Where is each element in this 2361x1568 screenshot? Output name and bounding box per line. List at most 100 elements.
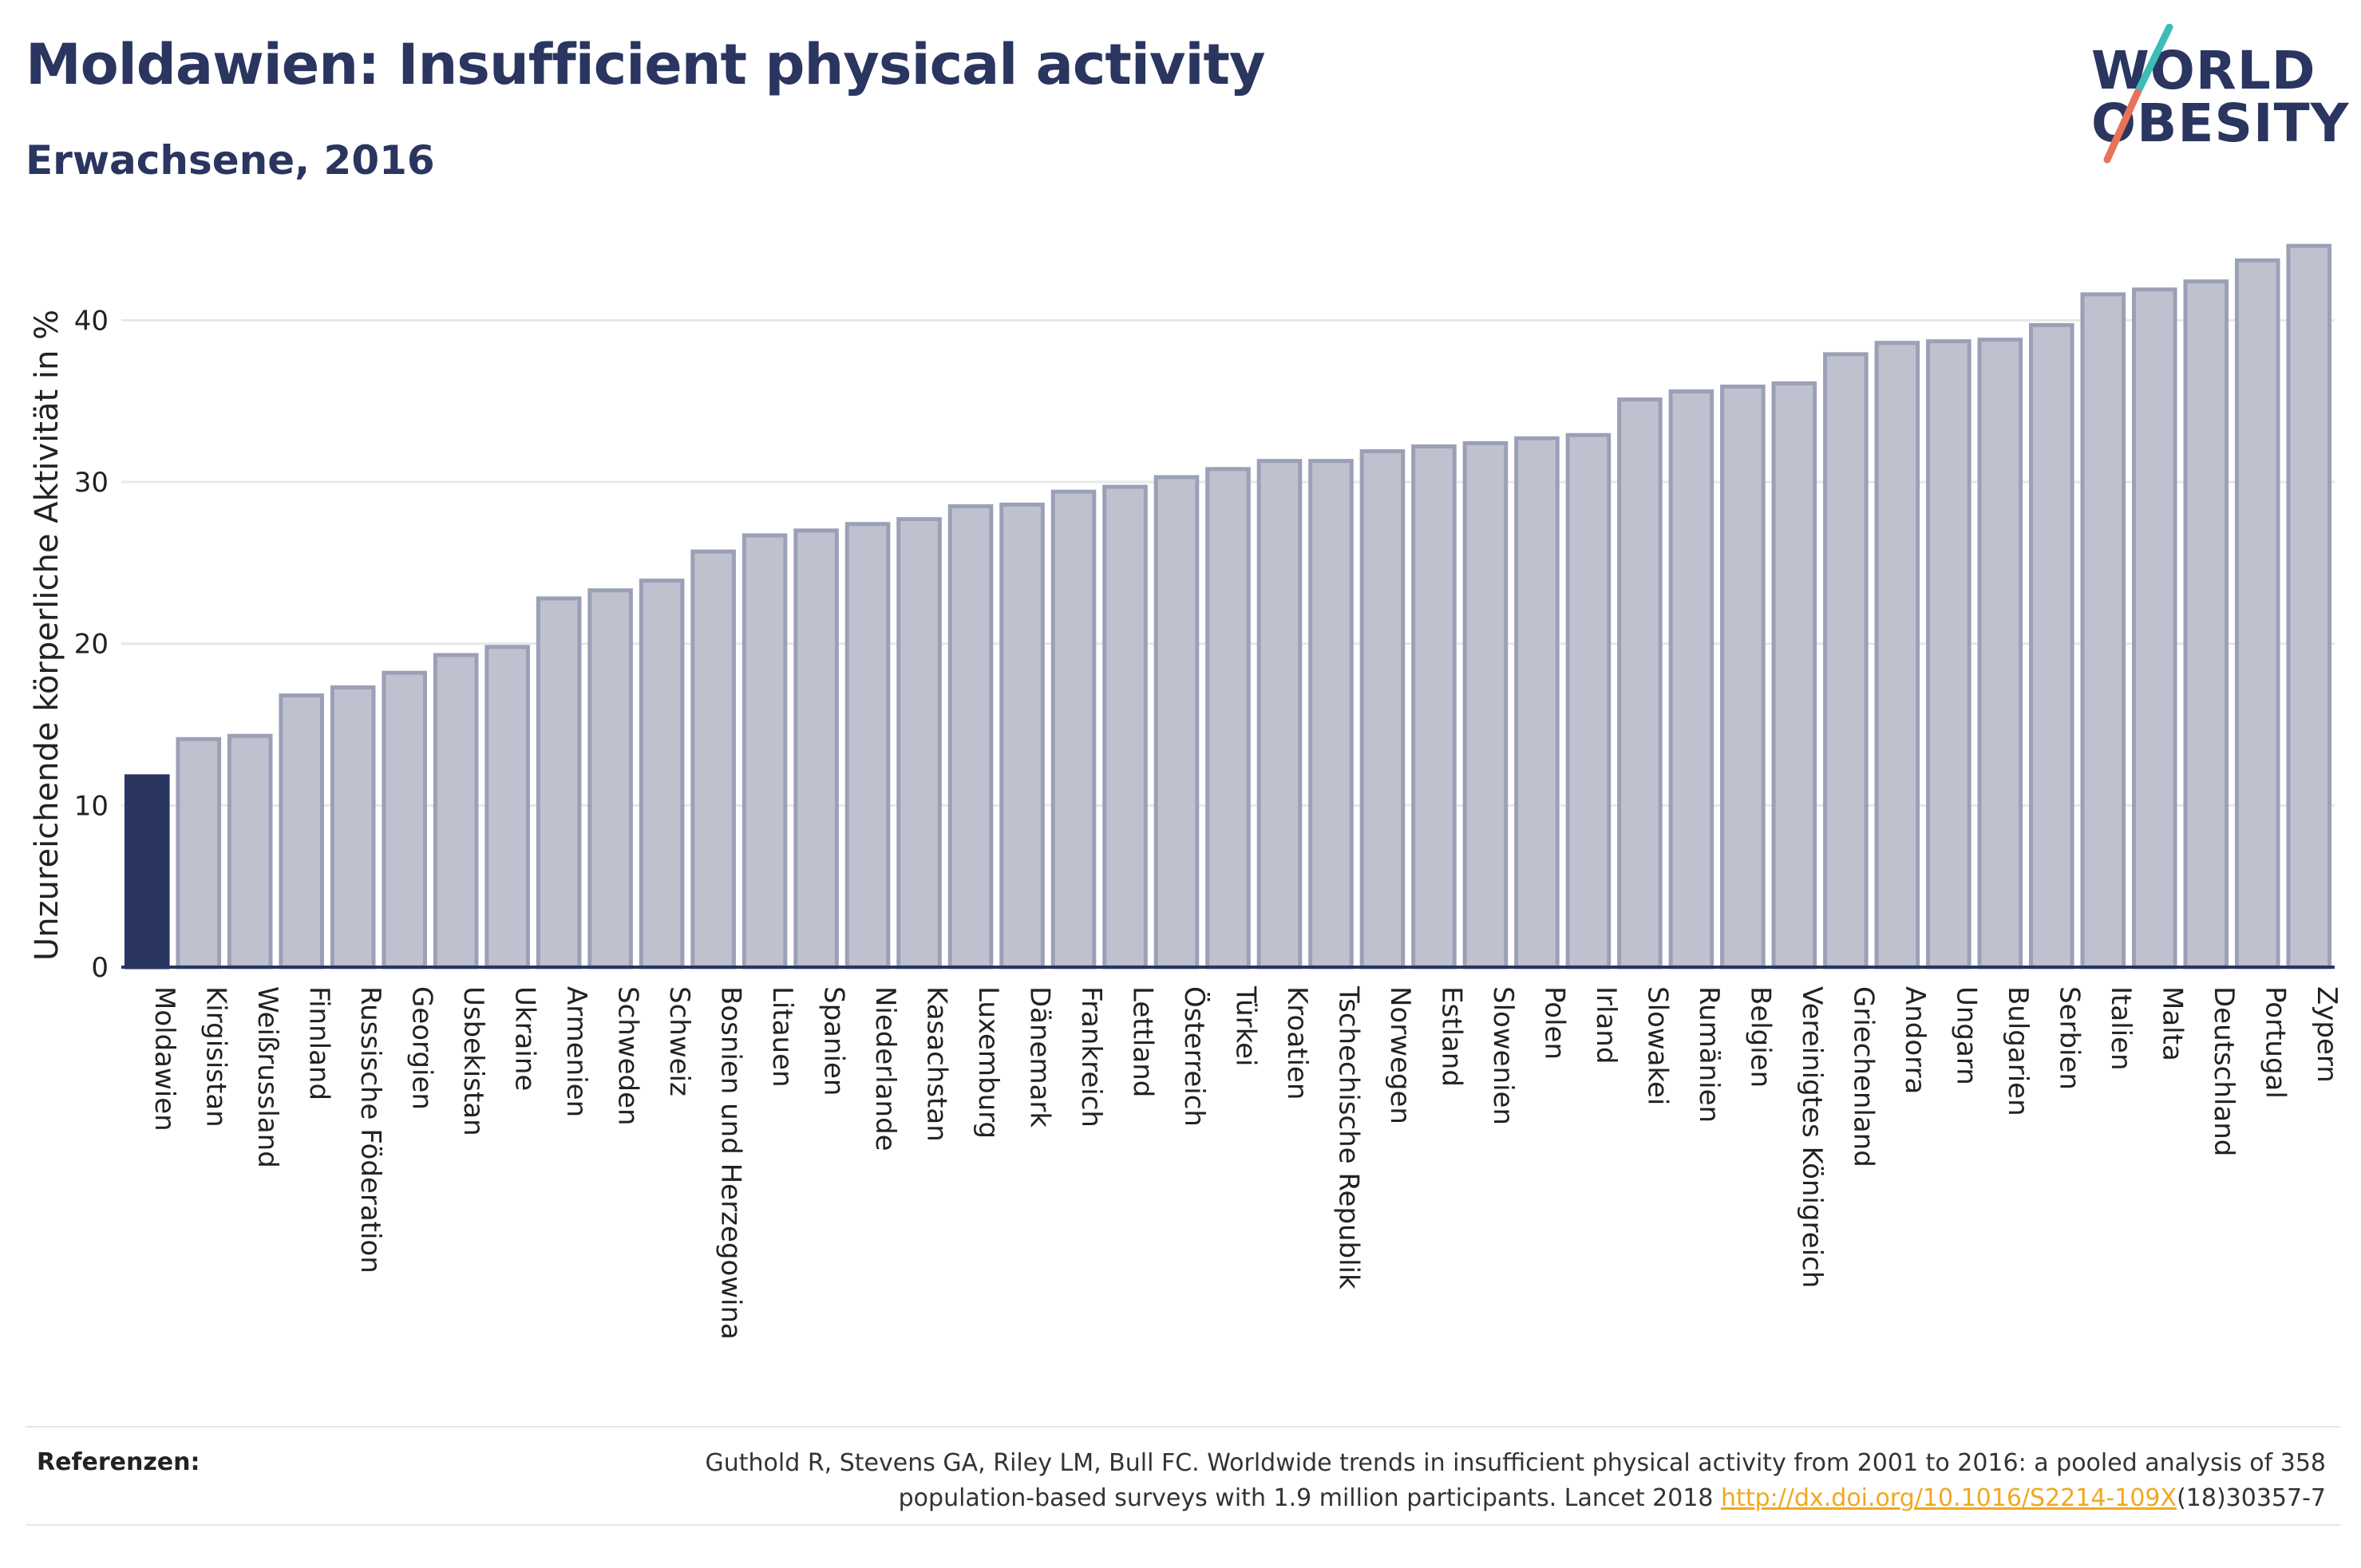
x-tick-label: Litauen xyxy=(766,986,798,1088)
bar-malta xyxy=(2131,287,2177,970)
x-tick-label: Slowenien xyxy=(1487,986,1519,1125)
references-text: Guthold R, Stevens GA, Riley LM, Bull FC… xyxy=(490,1446,2326,1516)
x-tick-label: Kasachstan xyxy=(921,986,953,1142)
reference-line-2-suffix: (18)30357-7 xyxy=(2177,1484,2326,1512)
bar-slowakei xyxy=(1617,397,1663,970)
x-tick-label: Bosnien und Herzegowina xyxy=(715,986,747,1340)
bar-niederlande xyxy=(844,522,891,970)
footer-divider-top xyxy=(26,1426,2340,1428)
x-tick-label: Dänemark xyxy=(1024,986,1056,1128)
bar-moldawien xyxy=(124,774,170,970)
bar-kroatien xyxy=(1256,459,1303,970)
bar-kirgisistan xyxy=(176,737,222,970)
bar-dänemark xyxy=(999,502,1045,970)
bar-belgien xyxy=(1720,384,1766,970)
x-tick-label: Deutschland xyxy=(2208,986,2240,1156)
x-tick-label: Slowakei xyxy=(1641,986,1673,1105)
bar-luxemburg xyxy=(947,504,994,970)
x-tick-label: Malta xyxy=(2156,986,2188,1061)
footer-divider-bottom xyxy=(26,1524,2340,1526)
x-tick-label: Spanien xyxy=(818,986,850,1096)
bar-georgien xyxy=(382,670,427,970)
x-tick-label: Moldawien xyxy=(148,986,180,1132)
bar-weißrussland xyxy=(227,733,273,970)
x-tick-label: Portugal xyxy=(2259,986,2291,1099)
bar-rumänien xyxy=(1668,389,1714,970)
bar-andorra xyxy=(1874,341,1920,970)
reference-line-1: Guthold R, Stevens GA, Riley LM, Bull FC… xyxy=(705,1449,2326,1477)
reference-line-2-prefix: population-based surveys with 1.9 millio… xyxy=(898,1484,1722,1512)
bar-norwegen xyxy=(1359,448,1406,970)
bar-frankreich xyxy=(1050,489,1097,970)
bar-slowenien xyxy=(1462,440,1509,970)
logo-word-world: WORLD xyxy=(2091,40,2316,101)
bar-ukraine xyxy=(484,645,530,970)
x-tick-label: Russische Föderation xyxy=(354,986,386,1274)
x-tick-label: Ukraine xyxy=(509,986,541,1091)
x-tick-label: Vereinigtes Königreich xyxy=(1796,986,1828,1288)
bar-österreich xyxy=(1153,475,1200,970)
y-tick-label: 10 xyxy=(74,790,109,822)
bar-lettland xyxy=(1102,484,1148,970)
bar-deutschland xyxy=(2183,279,2229,970)
x-tick-label: Estland xyxy=(1435,986,1467,1087)
x-tick-label: Armenien xyxy=(560,986,592,1117)
bar-kasachstan xyxy=(896,517,942,970)
bar-tschechische-republik xyxy=(1308,459,1354,970)
logo-slash-icon xyxy=(2103,24,2173,164)
x-tick-label: Kirgisistan xyxy=(200,986,232,1128)
world-obesity-logo: WORLD OBESITY xyxy=(2083,24,2348,168)
bar-griechenland xyxy=(1823,352,1869,970)
x-tick-label: Bulgarien xyxy=(2002,986,2034,1116)
bar-irland xyxy=(1565,432,1612,970)
x-tick-label: Schweiz xyxy=(663,986,695,1096)
x-tick-label: Türkei xyxy=(1230,985,1262,1066)
bar-chart: 0 10 20 30 40 Moldawien Kirgisistan Weißrusslan… xyxy=(29,243,2343,1340)
bar-serbien xyxy=(2029,322,2074,970)
x-tick-label: Niederlande xyxy=(869,986,901,1151)
x-tick-label: Lettland xyxy=(1127,986,1159,1097)
x-tick-label: Tschechische Republik xyxy=(1332,985,1364,1290)
bar-bulgarien xyxy=(1977,338,2023,970)
x-tick-label: Schweden xyxy=(612,986,644,1126)
reference-doi-link[interactable]: http://dx.doi.org/10.1016/S2214-109X xyxy=(1721,1484,2177,1512)
bar-armenien xyxy=(536,596,582,970)
x-tick-label: Polen xyxy=(1538,986,1570,1060)
x-tick-label: Zypern xyxy=(2311,986,2343,1083)
x-tick-label: Norwegen xyxy=(1384,986,1416,1124)
x-tick-label: Georgien xyxy=(406,986,438,1110)
bar-usbekistan xyxy=(433,653,479,970)
x-tick-label: Ungarn xyxy=(1950,986,1982,1085)
bar-türkei xyxy=(1205,467,1251,970)
x-tick-label: Serbien xyxy=(2053,986,2085,1090)
x-tick-label: Weißrussland xyxy=(251,986,283,1168)
y-tick-label: 40 xyxy=(74,305,109,337)
bar-zypern xyxy=(2286,243,2332,970)
bar-finnland xyxy=(279,693,325,970)
x-tick-label: Usbekistan xyxy=(457,986,489,1136)
y-tick-label: 30 xyxy=(74,467,109,499)
chart-subtitle: Erwachsene, 2016 xyxy=(26,137,435,184)
x-tick-label: Italien xyxy=(2105,986,2137,1071)
bar-vereinigtes-königreich xyxy=(1771,381,1817,970)
x-tick-label: Luxemburg xyxy=(972,986,1004,1139)
bar-russische-föderation xyxy=(330,685,376,970)
bar-schweiz xyxy=(639,579,685,970)
chart-title: Moldawien: Insufficient physical activit… xyxy=(26,32,1266,97)
bar-italien xyxy=(2080,292,2126,970)
x-tick-label: Andorra xyxy=(1899,986,1931,1094)
bar-spanien xyxy=(793,528,839,970)
bar-litauen xyxy=(742,533,788,970)
x-tick-label: Rumänien xyxy=(1693,986,1725,1123)
x-tick-label: Österreich xyxy=(1178,986,1211,1127)
bar-portugal xyxy=(2234,258,2280,970)
x-tick-label: Kroatien xyxy=(1281,986,1313,1100)
x-tick-label: Irland xyxy=(1590,986,1622,1064)
x-tick-label: Finnland xyxy=(303,986,335,1100)
bar-polen xyxy=(1514,436,1560,970)
x-tick-label: Griechenland xyxy=(1847,986,1879,1167)
bar-estland xyxy=(1411,444,1457,970)
bar-bosnien-und-herzegowina xyxy=(690,549,736,970)
y-axis-label: Unzureichende körperliche Aktivität in % xyxy=(29,310,65,961)
x-tick-label: Frankreich xyxy=(1075,986,1107,1128)
